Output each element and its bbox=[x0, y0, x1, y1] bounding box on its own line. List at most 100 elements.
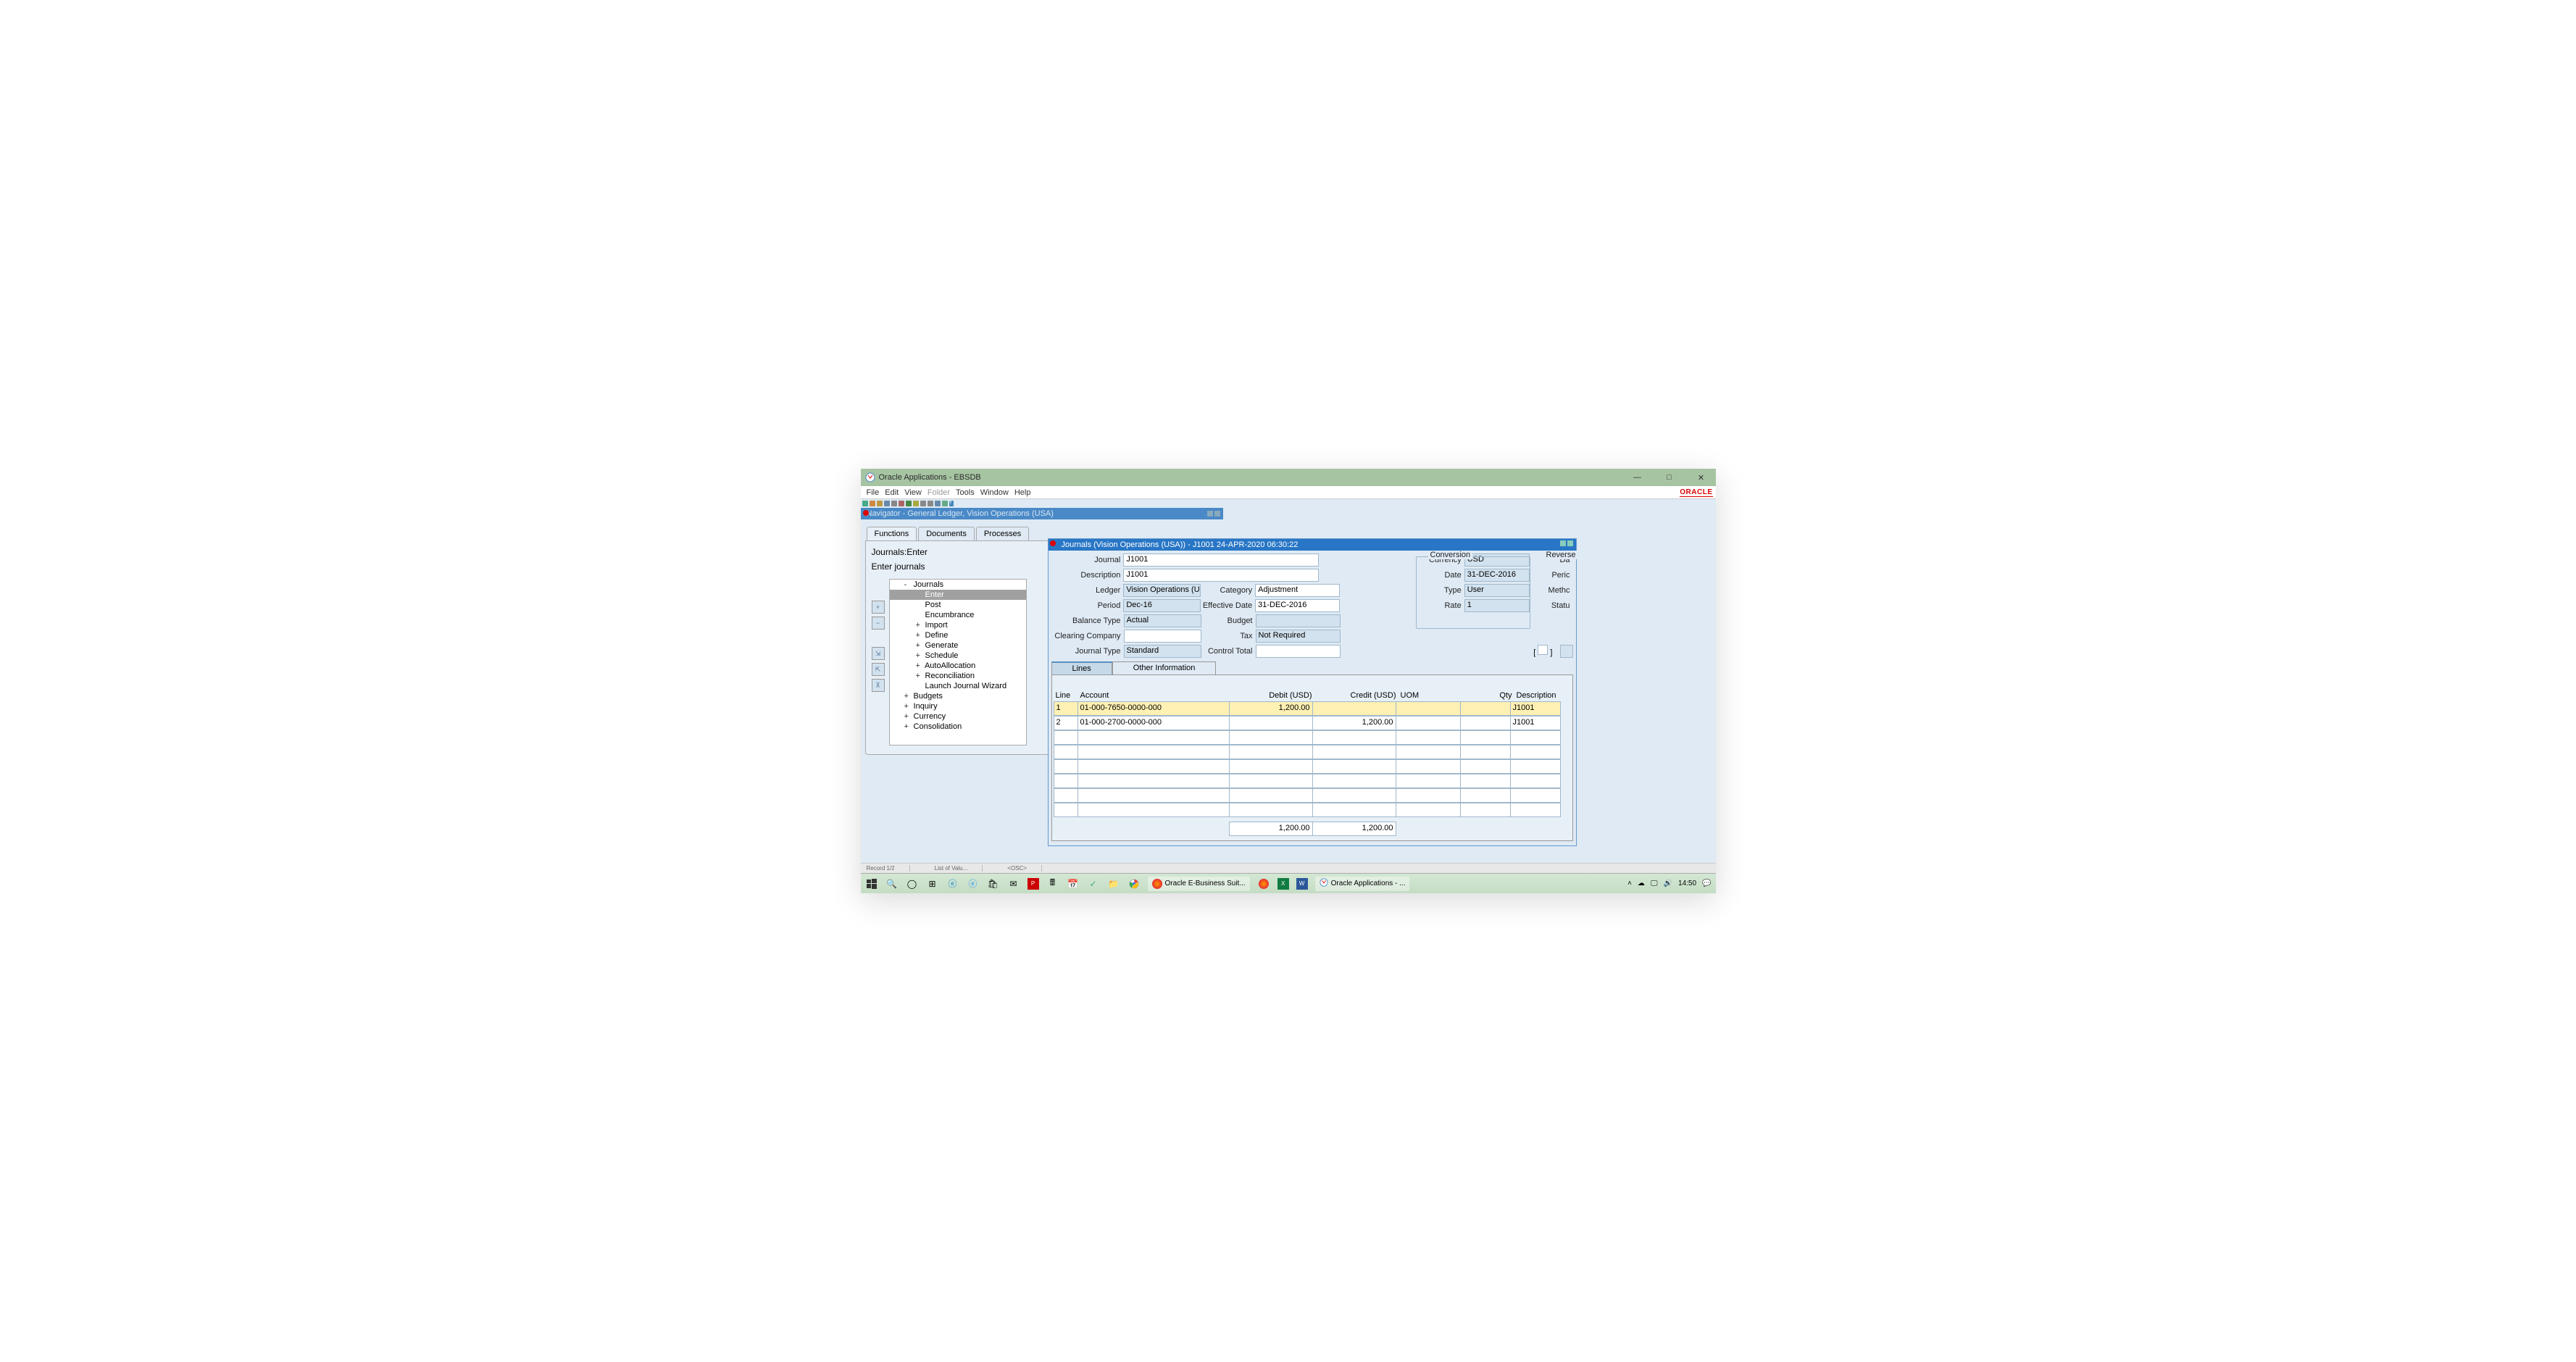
menu-tools[interactable]: Tools bbox=[953, 488, 978, 497]
cell-uom[interactable] bbox=[1396, 803, 1461, 817]
navigator-max-icon[interactable] bbox=[1214, 511, 1220, 517]
cell-desc[interactable] bbox=[1510, 730, 1561, 745]
toolbar-icon[interactable] bbox=[906, 501, 912, 506]
tab-other-information[interactable]: Other Information bbox=[1112, 661, 1217, 674]
taskview-icon[interactable]: ⊞ bbox=[926, 877, 939, 890]
cell-debit[interactable]: 1,200.00 bbox=[1229, 701, 1313, 716]
tree-item[interactable]: Encumbrance bbox=[890, 610, 1026, 620]
cell-credit[interactable] bbox=[1312, 745, 1396, 759]
cell-line[interactable] bbox=[1054, 730, 1078, 745]
toolbar-icon[interactable] bbox=[870, 501, 875, 506]
field-clearing-company[interactable] bbox=[1124, 630, 1201, 643]
tree-item[interactable]: Launch Journal Wizard bbox=[890, 681, 1026, 691]
cell-debit[interactable] bbox=[1229, 745, 1313, 759]
table-row[interactable] bbox=[1054, 803, 1571, 817]
toolbar-icon[interactable] bbox=[935, 501, 941, 506]
cell-line[interactable] bbox=[1054, 745, 1078, 759]
cell-account[interactable] bbox=[1077, 803, 1230, 817]
start-icon[interactable] bbox=[865, 877, 878, 890]
toolbar-icon[interactable] bbox=[891, 501, 897, 506]
menu-help[interactable]: Help bbox=[1012, 488, 1034, 497]
cell-debit[interactable] bbox=[1229, 716, 1313, 730]
tree-item[interactable]: + Import bbox=[890, 620, 1026, 630]
cell-desc[interactable] bbox=[1510, 745, 1561, 759]
calc-icon[interactable]: 🖩 bbox=[1046, 877, 1059, 890]
field-period[interactable]: Dec-16 bbox=[1123, 599, 1201, 612]
cell-credit[interactable]: 1,200.00 bbox=[1312, 716, 1396, 730]
field-journal[interactable]: J1001 bbox=[1123, 553, 1319, 567]
cell-line[interactable] bbox=[1054, 803, 1078, 817]
toolbar-icon[interactable] bbox=[942, 501, 948, 506]
menu-window[interactable]: Window bbox=[978, 488, 1012, 497]
toolbar-icon[interactable] bbox=[928, 501, 933, 506]
table-row[interactable] bbox=[1054, 745, 1571, 759]
navigator-tree[interactable]: - Journals Enter Post Encumbrance+ Impor… bbox=[889, 579, 1027, 745]
cell-debit[interactable] bbox=[1229, 774, 1313, 788]
cortana-icon[interactable]: ◯ bbox=[906, 877, 919, 890]
flexfield-button[interactable] bbox=[1560, 645, 1573, 658]
toolbar-icon[interactable] bbox=[877, 501, 883, 506]
cell-qty[interactable] bbox=[1460, 759, 1511, 774]
cell-credit[interactable] bbox=[1312, 730, 1396, 745]
minimize-button[interactable]: — bbox=[1627, 472, 1648, 483]
flexfield-bracket[interactable]: [ ] bbox=[1533, 645, 1552, 657]
tab-lines[interactable]: Lines bbox=[1051, 661, 1112, 674]
field-effective-date[interactable]: 31-DEC-2016 bbox=[1255, 599, 1340, 612]
expand-button[interactable]: + bbox=[872, 601, 885, 614]
edge-icon[interactable]: ⓔ bbox=[946, 877, 959, 890]
toolbar-icon[interactable] bbox=[862, 501, 868, 506]
word-icon[interactable]: W bbox=[1296, 878, 1308, 890]
table-row[interactable]: 101-000-7650-0000-0001,200.00J1001 bbox=[1054, 701, 1571, 716]
cell-account[interactable] bbox=[1077, 730, 1230, 745]
network-icon[interactable]: 🖵 bbox=[1651, 880, 1658, 887]
pdf-icon[interactable]: P bbox=[1028, 878, 1039, 890]
table-row[interactable] bbox=[1054, 774, 1571, 788]
maximize-button[interactable]: □ bbox=[1659, 472, 1680, 483]
tab-functions[interactable]: Functions bbox=[867, 527, 917, 540]
cell-credit[interactable] bbox=[1312, 788, 1396, 803]
tree-item[interactable]: + Generate bbox=[890, 640, 1026, 651]
lines-grid[interactable]: 101-000-7650-0000-0001,200.00J1001201-00… bbox=[1054, 701, 1571, 817]
toolbar-icon[interactable] bbox=[913, 501, 919, 506]
notifications-icon[interactable]: 💬 bbox=[1702, 880, 1711, 887]
table-row[interactable] bbox=[1054, 759, 1571, 774]
field-ledger[interactable]: Vision Operations (U bbox=[1123, 584, 1201, 597]
cell-desc[interactable] bbox=[1510, 803, 1561, 817]
cell-uom[interactable] bbox=[1396, 716, 1461, 730]
tree-item[interactable]: - Journals bbox=[890, 580, 1026, 590]
tree-item[interactable]: + Schedule bbox=[890, 651, 1026, 661]
tree-item[interactable]: + AutoAllocation bbox=[890, 661, 1026, 671]
toolbar-icon[interactable] bbox=[920, 501, 926, 506]
tab-processes[interactable]: Processes bbox=[976, 527, 1029, 540]
journals-max-icon[interactable] bbox=[1567, 540, 1573, 546]
tree-item[interactable]: Post bbox=[890, 600, 1026, 610]
menu-view[interactable]: View bbox=[901, 488, 925, 497]
chrome-icon[interactable] bbox=[1127, 877, 1141, 890]
todo-icon[interactable]: ✓ bbox=[1087, 877, 1100, 890]
tree-item[interactable]: + Consolidation bbox=[890, 722, 1026, 732]
cell-uom[interactable] bbox=[1396, 701, 1461, 716]
cell-qty[interactable] bbox=[1460, 745, 1511, 759]
onedrive-icon[interactable]: ☁ bbox=[1638, 880, 1645, 887]
firefox-icon[interactable] bbox=[1257, 877, 1270, 890]
field-category[interactable]: Adjustment bbox=[1255, 584, 1340, 597]
menu-folder[interactable]: Folder bbox=[925, 488, 953, 497]
cell-debit[interactable] bbox=[1229, 730, 1313, 745]
tab-documents[interactable]: Documents bbox=[918, 527, 975, 540]
cell-qty[interactable] bbox=[1460, 803, 1511, 817]
cell-line[interactable] bbox=[1054, 759, 1078, 774]
cell-credit[interactable] bbox=[1312, 774, 1396, 788]
expand-all-button[interactable]: ⇲ bbox=[872, 647, 885, 660]
pin-button[interactable]: ⊼ bbox=[872, 679, 885, 692]
cell-credit[interactable] bbox=[1312, 759, 1396, 774]
cell-account[interactable]: 01-000-2700-0000-000 bbox=[1077, 716, 1230, 730]
cell-desc[interactable]: J1001 bbox=[1510, 701, 1561, 716]
cell-qty[interactable] bbox=[1460, 716, 1511, 730]
cell-debit[interactable] bbox=[1229, 759, 1313, 774]
help-icon[interactable]: ? bbox=[949, 501, 954, 506]
field-control-total[interactable] bbox=[1256, 645, 1341, 658]
calendar-icon[interactable]: 📅 bbox=[1067, 877, 1080, 890]
menu-edit[interactable]: Edit bbox=[882, 488, 901, 497]
cell-qty[interactable] bbox=[1460, 788, 1511, 803]
cell-account[interactable] bbox=[1077, 745, 1230, 759]
